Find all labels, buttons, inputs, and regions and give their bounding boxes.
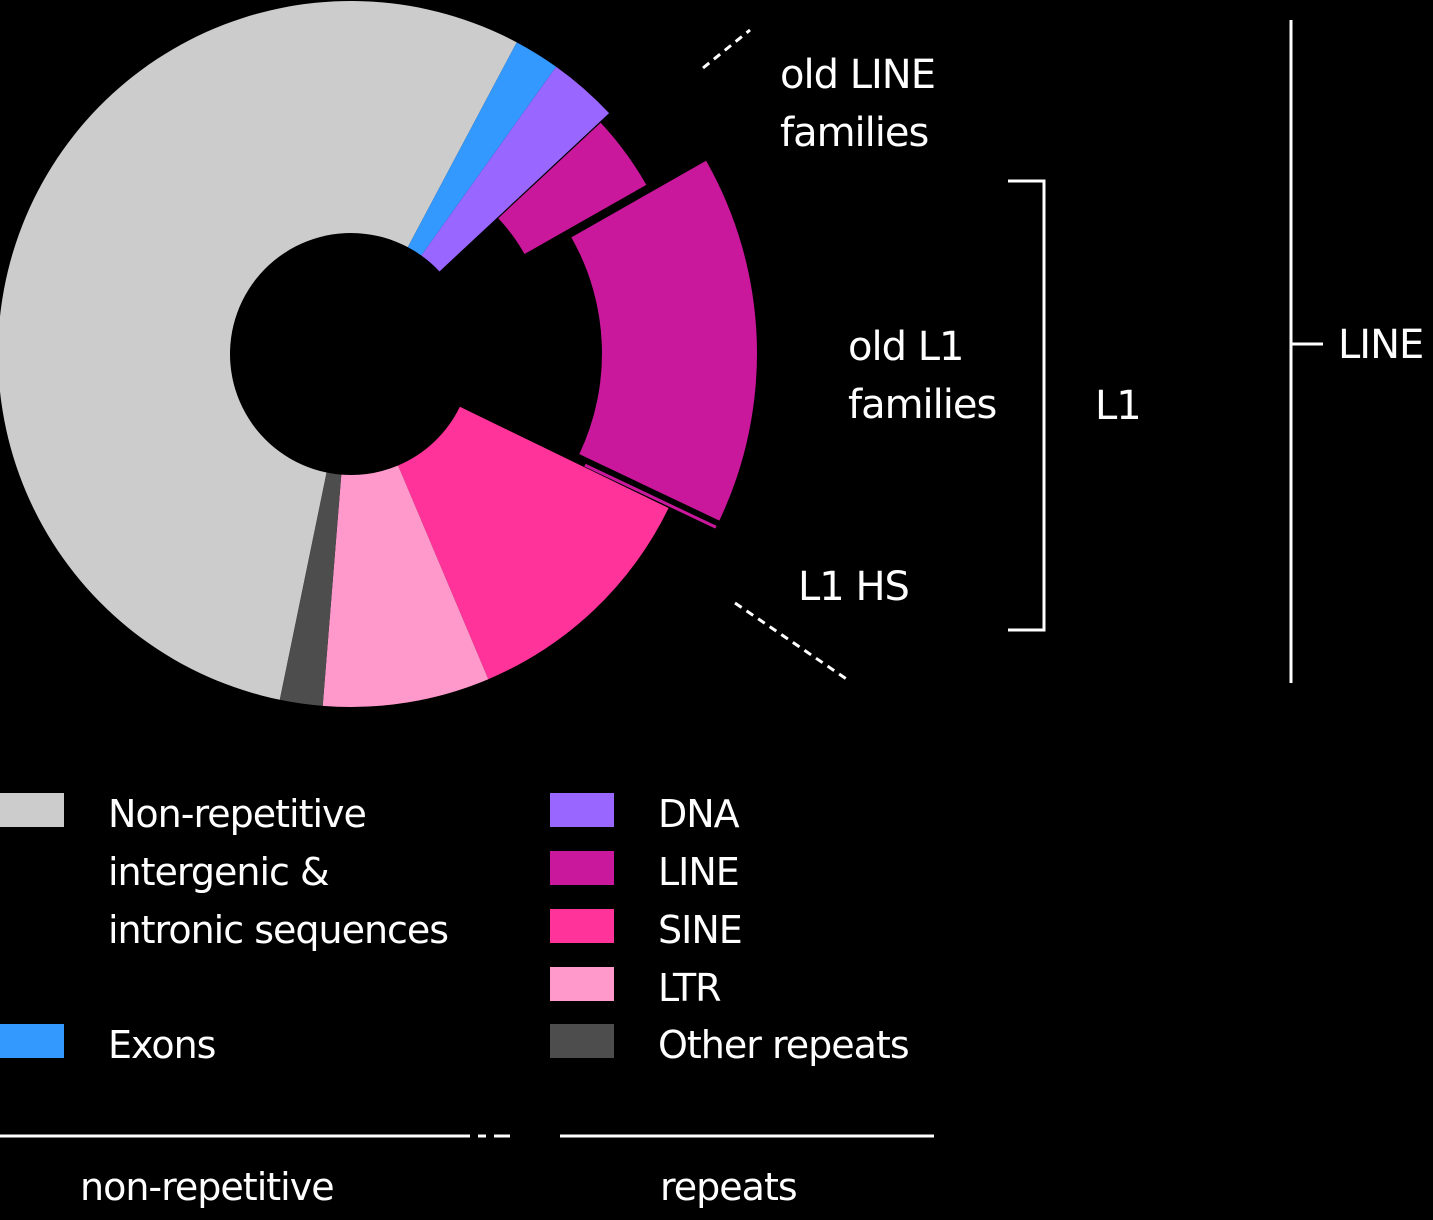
repeats-group-label: repeats: [660, 1165, 798, 1209]
legend-label: LTR: [658, 966, 722, 1010]
legend-swatch: [550, 851, 614, 885]
slice-non-repetitive-intergenic-intronic-sequences: [0, 1, 517, 700]
slice-other-repeats: [279, 472, 342, 706]
legend-label: Other repeats: [658, 1023, 910, 1067]
legend-swatch: [0, 1024, 64, 1058]
l1-bracket-label: L1: [1095, 383, 1142, 429]
slice-exons: [407, 42, 557, 256]
non-repetitive-group-label: non-repetitive: [80, 1165, 335, 1209]
legend-label: Exons: [108, 1023, 216, 1067]
old-line-families-label: old LINE families: [780, 52, 936, 156]
legend-label: Non-repetitive intergenic & intronic seq…: [108, 792, 449, 952]
legend-label: DNA: [658, 792, 740, 836]
legend-swatch: [0, 793, 64, 827]
slice-old-line-families: [498, 122, 647, 254]
l1hs-label: L1 HS: [798, 564, 910, 610]
old-l1-families-label: old L1 families: [848, 324, 997, 428]
legend-swatch: [550, 967, 614, 1001]
legend-label: SINE: [658, 908, 743, 952]
slice-sine: [398, 406, 669, 680]
legend-swatch: [550, 909, 614, 943]
legend-swatch: [550, 1024, 614, 1058]
old-line-leader-dash: [702, 28, 751, 70]
slice-l1-hs: [584, 463, 717, 529]
l1hs-leader-dash: [734, 601, 849, 682]
slice-old-l1-families: [571, 160, 757, 521]
line-bracket-label: LINE: [1338, 322, 1424, 368]
legend-label: LINE: [658, 850, 740, 894]
legend-swatch: [550, 793, 614, 827]
slice-ltr: [322, 465, 489, 708]
slice-dna: [421, 66, 610, 272]
l1-bracket: [1008, 179, 1046, 632]
